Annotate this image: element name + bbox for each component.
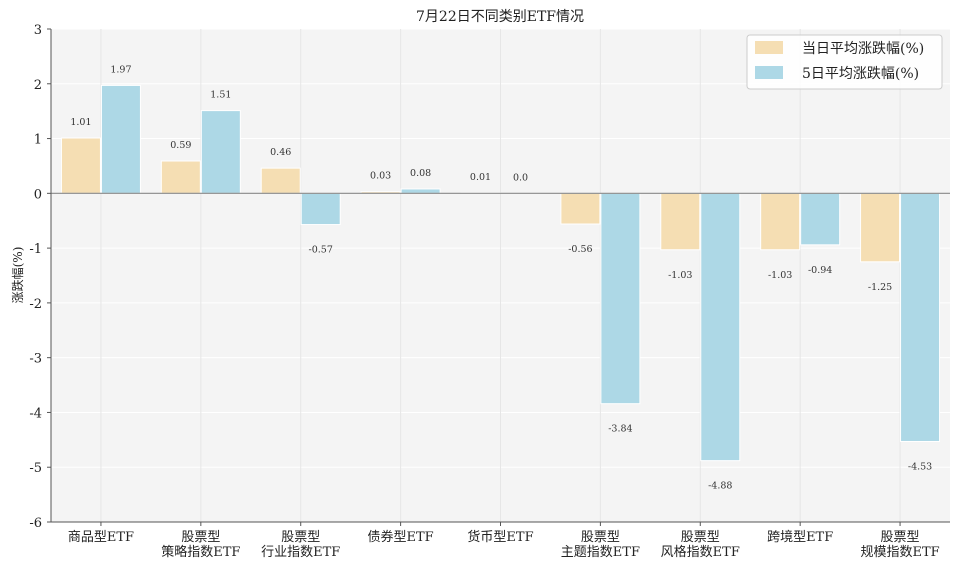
x-tick-label: 股票型 bbox=[881, 530, 920, 545]
bars bbox=[60, 84, 941, 462]
bar bbox=[300, 192, 341, 226]
data-label: -4.53 bbox=[908, 461, 932, 472]
x-tick-label: 主题指数ETF bbox=[561, 545, 640, 560]
x-tick-label: 风格指数ETF bbox=[661, 544, 740, 560]
x-tick-label: 股票型 bbox=[681, 530, 720, 545]
bar bbox=[860, 192, 901, 263]
data-label: 0.46 bbox=[270, 147, 291, 158]
bar bbox=[900, 192, 941, 442]
bar bbox=[160, 160, 201, 194]
data-label: -1.25 bbox=[868, 282, 892, 293]
data-label: -1.03 bbox=[668, 270, 692, 281]
y-tick-label: -3 bbox=[29, 352, 42, 367]
bar bbox=[400, 188, 441, 194]
data-label: 0.08 bbox=[410, 168, 431, 179]
x-tick-label: 规模指数ETF bbox=[860, 545, 939, 560]
legend-swatch-daily bbox=[755, 41, 783, 54]
bar bbox=[560, 192, 601, 225]
legend: 当日平均涨跌幅(%) 5日平均涨跌幅(%) bbox=[746, 34, 943, 90]
bar bbox=[260, 167, 301, 194]
x-tick-label: 策略指数ETF bbox=[161, 544, 240, 560]
data-label: -4.88 bbox=[708, 481, 732, 492]
y-tick-label: 3 bbox=[34, 23, 42, 38]
legend-label-5day: 5日平均涨跌幅(%) bbox=[802, 66, 919, 82]
data-label: 1.01 bbox=[70, 117, 91, 128]
data-label: -0.94 bbox=[808, 265, 832, 276]
x-tick-label: 行业指数ETF bbox=[261, 545, 340, 560]
x-tick-label: 股票型 bbox=[281, 530, 320, 545]
x-tick-label: 债券型ETF bbox=[368, 529, 434, 545]
x-tick-label: 股票型 bbox=[581, 530, 620, 545]
legend-swatch-5day bbox=[755, 66, 783, 79]
y-tick-label: 1 bbox=[34, 133, 42, 148]
y-axis-label: 涨跌幅(%) bbox=[10, 247, 25, 304]
legend-label-daily: 当日平均涨跌幅(%) bbox=[802, 41, 924, 57]
x-tick-label: 跨境型ETF bbox=[767, 530, 833, 545]
bar bbox=[200, 110, 241, 194]
bar bbox=[600, 192, 641, 405]
x-tick-label: 商品型ETF bbox=[68, 530, 134, 545]
data-label: -3.84 bbox=[608, 424, 632, 435]
y-tick-label: 2 bbox=[34, 78, 42, 93]
y-tick-label: -2 bbox=[29, 297, 42, 312]
data-label: 0.0 bbox=[513, 172, 528, 183]
data-label: -0.56 bbox=[568, 244, 592, 255]
y-tick-label: -1 bbox=[29, 242, 42, 257]
y-tick-label: -6 bbox=[29, 516, 42, 531]
chart-title: 7月22日不同类别ETF情况 bbox=[416, 9, 584, 25]
bar bbox=[700, 192, 741, 462]
x-tick-label: 股票型 bbox=[181, 530, 220, 545]
data-label: -1.03 bbox=[768, 270, 792, 281]
bar bbox=[800, 192, 841, 246]
y-tick-label: -4 bbox=[29, 406, 42, 421]
data-label: 1.97 bbox=[110, 64, 131, 75]
x-tick-label: 货币型ETF bbox=[467, 529, 533, 545]
bar bbox=[760, 192, 801, 251]
data-label: 0.01 bbox=[470, 172, 491, 183]
bar bbox=[100, 84, 141, 194]
data-label: 1.51 bbox=[210, 90, 231, 101]
y-tick-label: -5 bbox=[29, 461, 42, 476]
y-tick-label: 0 bbox=[34, 187, 42, 202]
data-label: 0.03 bbox=[370, 171, 391, 182]
bar bbox=[60, 137, 101, 194]
data-label: -0.57 bbox=[309, 245, 333, 256]
bar bbox=[660, 192, 701, 251]
data-label: 0.59 bbox=[170, 140, 191, 151]
data-labels: 1.01 0.59 0.46 0.03 0.01 -0.56 -1.03 -1.03 -1.25… bbox=[70, 64, 932, 491]
legend-box bbox=[746, 34, 943, 90]
